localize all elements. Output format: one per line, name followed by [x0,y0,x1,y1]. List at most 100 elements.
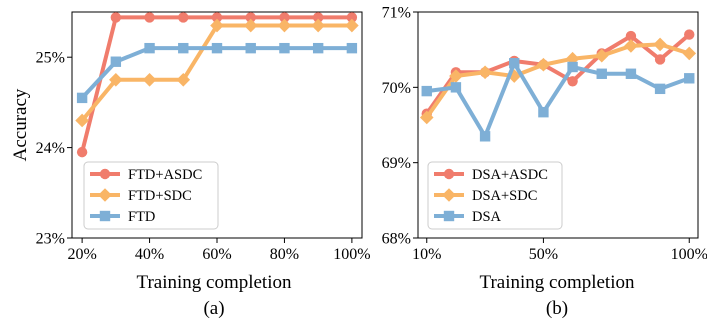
data-point-dsa [421,85,432,97]
data-point-ftd [346,42,358,54]
series-line-dsa [424,61,692,139]
legend-marker-ftd-sdc [98,188,112,202]
panel-a: 23% 24% 25% 20% 40% 60% 80% 100% FTD+ASDC FTD+S… [10,11,371,319]
data-point-dsa-asdc [567,76,578,87]
series-ftd-asdc [76,12,358,158]
data-point-ftd-sdc [277,18,292,33]
y-tick-label: 68% [382,231,411,248]
data-point-ftd-asdc [279,12,290,23]
data-point-ftd-sdc [311,18,325,33]
legend-marker-dsa [443,210,455,222]
data-point-ftd [279,42,290,54]
data-point-ftd [178,42,189,54]
data-point-ftd [211,42,223,54]
data-point-dsa-sdc [478,65,492,80]
data-point-ftd-asdc [76,146,88,158]
data-point-dsa-sdc [653,37,667,52]
x-tick-label: 100% [671,246,707,263]
x-tick-label: 20% [67,246,96,263]
data-point-dsa-sdc [594,48,609,63]
data-point-ftd [144,42,155,54]
data-point-ftd [110,56,122,67]
series-dsa-sdc [419,37,697,125]
legend-label-dsa-sdc: DSA+SDC [472,188,537,204]
data-point-dsa [596,68,607,79]
y-tick-label: 23% [36,231,65,248]
data-point-ftd-sdc [243,18,258,33]
data-point-dsa [538,106,549,118]
panel-a-y-axis-title: Accuracy [10,88,31,161]
legend-label-ftd-asdc: FTD+ASDC [128,167,202,183]
legend-label-ftd: FTD [128,209,155,225]
data-point-ftd-sdc [109,73,123,87]
x-tick-label: 10% [412,246,441,263]
data-point-dsa [654,83,666,95]
panel-b: 68%69%70%71% 10% 50% 100% DSA+ASDCDSA+SDCD… [382,5,707,320]
panel-a-y-ticks: 23% 24% 25% [36,50,72,248]
data-point-dsa [567,61,578,73]
data-point-dsa-asdc [684,29,695,40]
legend-marker-dsa-sdc [442,188,456,202]
x-tick-label: 80% [270,246,299,263]
series-line-dsa-sdc [424,42,692,120]
panel-b-x-ticks: 10% 50% 100% [412,238,707,263]
panel-a-series-group [75,12,359,158]
data-point-ftd-asdc [178,12,189,23]
data-point-ftd-asdc [312,12,324,23]
data-point-dsa [450,82,462,93]
y-tick-label: 24% [36,140,65,157]
data-point-ftd-asdc [144,12,155,23]
y-tick-label: 71% [382,5,411,22]
legend-box [427,161,563,230]
series-dsa [421,58,695,142]
legend-marker-ftd-asdc [99,168,111,180]
data-point-ftd-sdc [142,73,157,87]
data-point-dsa [625,68,637,79]
x-tick-label: 100% [333,246,370,263]
data-point-ftd-sdc [176,73,191,87]
panel-b-axes-frame [417,11,699,239]
panel-a-x-axis-title: Training completion [137,272,292,293]
legend-label-dsa-asdc: DSA+ASDC [472,167,548,183]
x-tick-label: 60% [202,246,231,263]
data-point-ftd-asdc [211,12,223,23]
legend-marker-ftd [99,210,111,222]
data-point-dsa-asdc [654,54,666,65]
data-point-dsa-sdc [682,46,697,61]
data-point-ftd [76,92,88,104]
legend-label-dsa: DSA [472,209,502,225]
data-point-ftd-sdc [345,18,359,33]
series-line-ftd [80,46,354,100]
panel-b-caption: (b) [546,298,568,319]
x-tick-label: 40% [135,246,164,263]
panel-b-legend: DSA+ASDC DSA+SDC DSA [427,161,563,230]
data-point-ftd-sdc [75,113,89,128]
data-point-ftd [245,42,256,54]
y-tick-label: 70% [382,80,411,97]
data-point-ftd-asdc [245,12,256,23]
panel-b-x-axis-title: Training completion [480,272,635,293]
panel-a-legend: FTD+ASDC FTD+SDC FTD [83,161,219,230]
data-point-dsa-asdc [625,30,637,42]
legend-box [83,161,219,230]
series-ftd [76,42,358,104]
data-point-ftd-sdc [210,18,224,33]
series-line-ftd-asdc [80,15,354,155]
panel-a-caption: (a) [203,298,224,319]
panel-b-series-group [419,29,697,142]
data-point-dsa-sdc [449,69,463,83]
legend-label-ftd-sdc: FTD+SDC [128,188,192,204]
series-line-ftd-sdc [80,23,354,123]
data-point-ftd-asdc [346,12,358,23]
x-tick-label: 50% [529,246,558,263]
data-point-ftd [312,42,324,54]
data-point-ftd-asdc [110,12,122,23]
panel-a-x-ticks: 20% 40% 60% 80% 100% [67,238,371,263]
data-point-dsa [479,131,491,142]
legend-marker-dsa-asdc [443,168,455,180]
series-ftd-sdc [75,18,359,128]
y-tick-label: 69% [382,155,411,172]
data-point-dsa-sdc [419,110,434,125]
y-tick-label: 25% [36,50,65,67]
